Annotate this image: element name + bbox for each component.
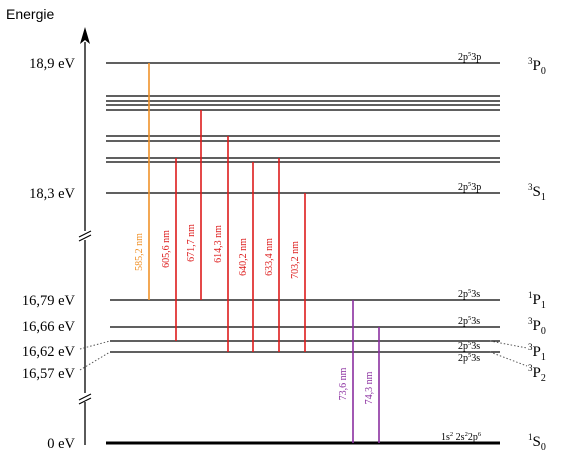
- leader-16-62: [79, 340, 111, 350]
- transition-label-74-3: 74,3 nm: [364, 371, 375, 404]
- energy-levels: [106, 62, 500, 445]
- transition-labels: 585,2 nm 605,6 nm 671,7 nm 614,3 nm 640,…: [134, 224, 375, 405]
- axis-arrowhead: [80, 27, 90, 44]
- term-symbol-1P1: 1P1: [528, 290, 546, 311]
- leader-term-3P2: [489, 351, 528, 367]
- energy-label-16-62: 16,62 eV: [22, 344, 76, 360]
- term-symbol-3P0-top: 3P0: [528, 56, 546, 77]
- config-label: 2p53s: [458, 340, 480, 352]
- term-symbol-1S0: 1S0: [528, 432, 546, 453]
- config-label: 2p53s: [458, 288, 480, 300]
- config-label: 2p53p: [458, 181, 481, 193]
- transition-label-640: 640,2 nm: [238, 238, 249, 276]
- energy-axis: Energie: [6, 6, 92, 445]
- energy-label-16-66: 16,66 eV: [22, 319, 76, 335]
- term-symbol-3P1: 3P1: [528, 342, 546, 363]
- energy-label-0: 0 eV: [47, 436, 75, 452]
- configuration-labels: 2p53p 2p53p 2p53s 2p53s 2p53s 2p53s 1s2 …: [441, 51, 482, 443]
- term-symbol-3S1: 3S1: [528, 182, 546, 203]
- config-label-ground: 1s2 2s22p6: [441, 431, 482, 443]
- transition-label-605: 605,6 nm: [161, 230, 172, 268]
- config-label: 2p53s: [458, 315, 480, 327]
- transition-label-671: 671,7 nm: [186, 224, 197, 262]
- transition-label-614: 614,3 nm: [213, 225, 224, 263]
- transition-label-73-6: 73,6 nm: [338, 367, 349, 400]
- term-symbols: 3P0 3S1 1P1 3P0 3P1 3P2 1S0: [528, 56, 546, 453]
- transition-label-703: 703,2 nm: [290, 241, 301, 279]
- transition-label-585: 585,2 nm: [134, 233, 145, 271]
- label-leaders: [79, 340, 528, 371]
- energy-label-16-57: 16,57 eV: [22, 366, 76, 382]
- term-symbol-3P2: 3P2: [528, 363, 546, 384]
- transitions: [148, 63, 380, 443]
- energy-label-16-79: 16,79 eV: [22, 293, 76, 309]
- leader-term-3P1: [489, 340, 528, 349]
- axis-break-lower: [78, 393, 92, 405]
- energy-label-18-3: 18,3 eV: [29, 186, 75, 202]
- axis-break-upper: [78, 230, 92, 242]
- axis-label: Energie: [6, 6, 54, 22]
- term-symbol-3P0: 3P0: [528, 316, 546, 337]
- config-label: 2p53p: [458, 51, 481, 63]
- transition-label-633: 633,4 nm: [264, 238, 275, 276]
- energy-value-labels: 18,9 eV 18,3 eV 16,79 eV 16,66 eV 16,62 …: [22, 56, 76, 452]
- config-label: 2p53s: [458, 352, 480, 364]
- energy-label-18-9: 18,9 eV: [29, 56, 75, 72]
- leader-16-57: [79, 351, 111, 371]
